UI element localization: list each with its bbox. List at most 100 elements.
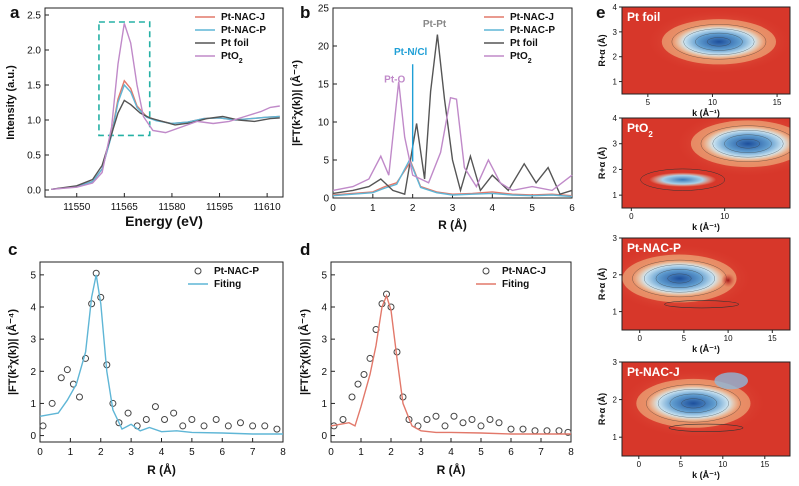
series-line: [330, 293, 571, 435]
x-tick-label: 7: [538, 447, 544, 458]
y-tick-label: 4: [613, 3, 618, 12]
plot-frame: [39, 261, 284, 443]
series-line: [332, 34, 573, 196]
data-point: [170, 409, 178, 417]
x-tick-label: 1: [68, 447, 74, 458]
y-tick-label: 4: [30, 303, 36, 314]
legend-entry: PtO2: [510, 51, 532, 65]
legend-swatch: [482, 267, 490, 275]
x-tick-label: 10: [718, 460, 727, 469]
x-tick-label: 4: [490, 203, 496, 214]
y-tick-label: 2: [613, 396, 618, 405]
heatmap-field: [622, 362, 790, 456]
y-tick-label: 20: [318, 42, 330, 53]
data-point: [124, 409, 132, 417]
wavelet-subplot: Pt foil 5 10 15 1 2 3 4 k (Å⁻¹) R+α (Å): [597, 3, 791, 118]
legend-entry: Pt-NAC-P: [510, 25, 555, 36]
contour-line: [700, 125, 790, 162]
x-axis-label: R (Å): [147, 462, 176, 477]
x-tick-label: 0: [637, 460, 642, 469]
x-tick-label: 4: [448, 447, 454, 458]
contour-line: [683, 28, 755, 56]
x-tick-label: 0: [637, 334, 642, 343]
legend-subscript: 2: [239, 58, 243, 65]
y-tick-label: 2: [613, 165, 618, 174]
contour-line: [706, 37, 731, 47]
x-tick-label: 5: [679, 460, 684, 469]
x-tick-label: 2: [388, 447, 394, 458]
y-tick-label: 3: [613, 140, 618, 149]
contour-line: [643, 264, 716, 293]
panel-label: a: [10, 3, 20, 22]
data-point: [273, 425, 281, 433]
x-tick-label: 11595: [206, 202, 234, 213]
contour-line: [667, 273, 692, 284]
legend-entry: Pt-NAC-J: [502, 266, 546, 277]
data-point: [261, 422, 269, 430]
y-tick-label: 5: [30, 270, 36, 281]
data-point: [330, 422, 338, 430]
data-point: [151, 403, 159, 411]
data-point: [75, 393, 83, 401]
y-axis-label: |FT(k³χ(k))| (Å⁻⁴): [6, 309, 19, 395]
contour-line: [668, 423, 744, 432]
x-tick-label: 3: [128, 447, 134, 458]
heatmap-field: [622, 238, 790, 330]
heatmap-maximum: [671, 24, 766, 60]
x-tick-label: 15: [760, 460, 769, 469]
peak-annotation: Pt-O: [384, 74, 405, 85]
x-axis-label: k (Å⁻¹): [692, 470, 720, 480]
x-tick-label: 1: [370, 203, 376, 214]
data-point: [468, 416, 476, 423]
y-axis-label: |FT(k³χ(k))| (Å⁻⁴): [290, 60, 303, 146]
legend-entry: Pt-NAC-P: [214, 266, 259, 277]
y-tick-label: 4: [321, 303, 327, 314]
y-tick-label: 1: [613, 78, 618, 87]
plot-frame: [621, 117, 791, 209]
heatmap-maximum: [632, 260, 727, 297]
data-point: [477, 422, 485, 430]
x-tick-label: 8: [568, 447, 574, 458]
wavelet-subplot: Pt-NAC-P 0 5 10 15 1 2 3 k (Å⁻¹) R+α (Å): [597, 234, 791, 354]
data-point: [48, 399, 56, 407]
series-line: [51, 79, 280, 190]
y-axis-label: Intensity (a.u.): [5, 65, 17, 140]
heatmap-spot: [721, 273, 736, 288]
x-tick-label: 5: [646, 98, 651, 107]
y-axis-label: R+α (Å): [597, 268, 607, 300]
data-point: [57, 374, 65, 382]
x-tick-label: 11580: [158, 202, 186, 213]
legend-entry: Pt-NAC-J: [510, 12, 554, 23]
series-line: [51, 83, 280, 190]
x-tick-label: 5: [478, 447, 484, 458]
y-tick-label: 2.5: [27, 11, 41, 22]
data-point: [360, 371, 368, 378]
x-tick-label: 0: [37, 447, 43, 458]
x-tick-label: 11565: [111, 202, 139, 213]
data-point: [115, 419, 123, 427]
x-tick-label: 10: [724, 334, 733, 343]
x-tick-label: 2: [410, 203, 416, 214]
legend-entry: Fiting: [214, 279, 241, 290]
data-point: [366, 354, 374, 362]
heatmap-secondary: [714, 372, 748, 390]
y-tick-label: 2: [30, 367, 36, 378]
contour-line: [695, 32, 743, 51]
plot-frame: [621, 6, 791, 95]
data-point: [441, 422, 449, 430]
y-tick-label: 2: [613, 53, 618, 62]
panel-label: c: [8, 240, 17, 259]
y-tick-label: 3: [613, 358, 618, 367]
y-tick-label: 1: [613, 191, 618, 200]
y-tick-label: 2.0: [27, 46, 41, 57]
data-point: [432, 412, 440, 420]
series-line: [39, 274, 283, 435]
panel-d: d 0 1 2 3 4 5 6 7 8 0 1 2 3 4 5 R (Å) |FT(k³χ(k))| (Å⁻⁴) P…: [298, 240, 574, 477]
subplot-title: Pt foil: [627, 10, 660, 24]
legend-entry: Pt foil: [510, 38, 538, 49]
data-point: [519, 425, 527, 433]
data-point: [63, 366, 71, 374]
x-axis-label: k (Å⁻¹): [692, 222, 720, 232]
